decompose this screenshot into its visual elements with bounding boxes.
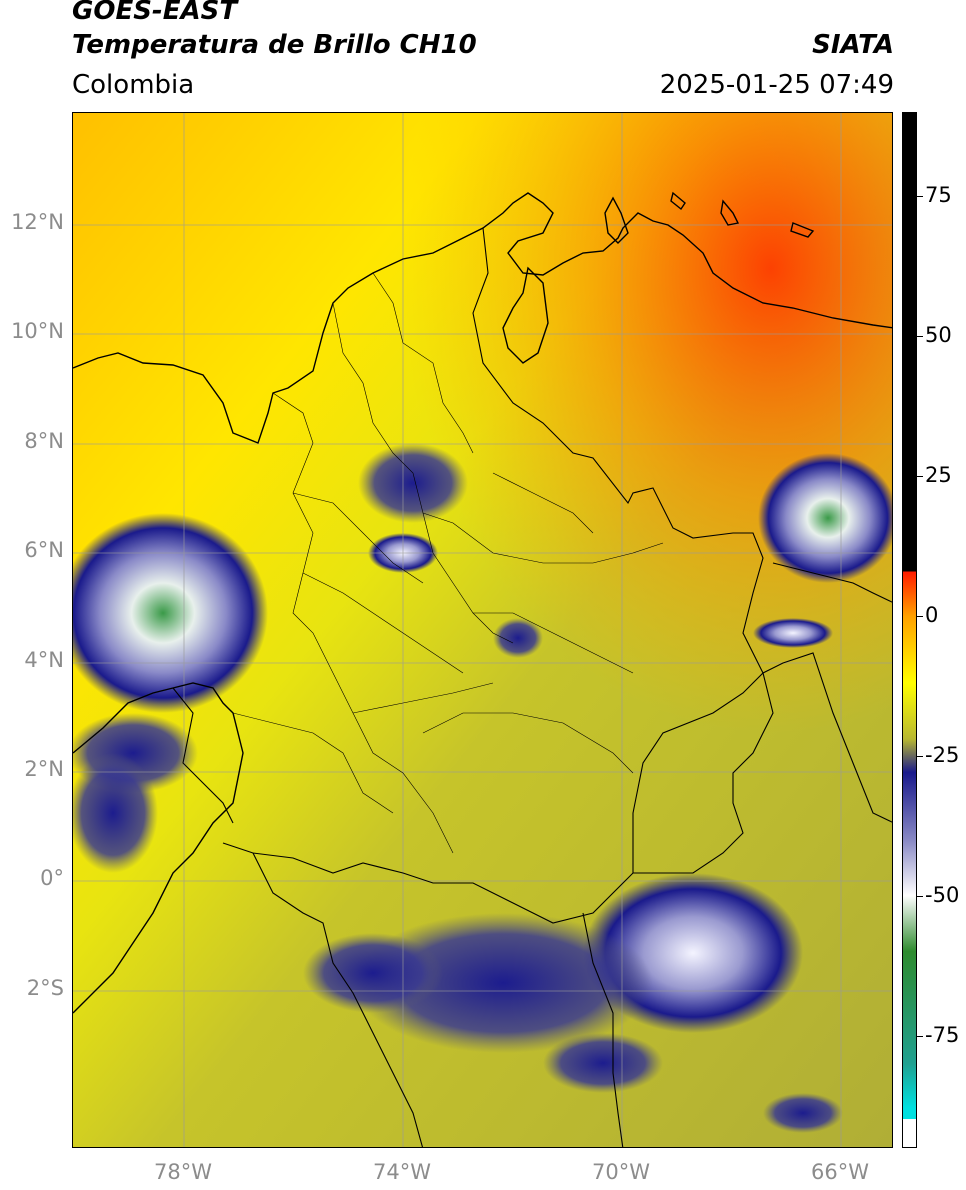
lat-label: 10°N	[11, 319, 64, 343]
cloud-south	[353, 913, 653, 1053]
colombia-border	[222, 227, 774, 924]
dept-border	[422, 512, 664, 564]
lat-label: 12°N	[11, 210, 64, 234]
island	[720, 199, 740, 226]
ecuador-border	[172, 687, 234, 824]
lake-maracaibo	[502, 266, 549, 364]
graticule	[73, 113, 892, 1147]
colorbar	[902, 112, 917, 1148]
lat-label: 6°N	[24, 538, 64, 562]
lon-label: 70°W	[592, 1160, 650, 1184]
dept-border	[422, 712, 634, 774]
colorbar-tick-mark	[917, 196, 923, 197]
cloud-east-small	[753, 618, 833, 648]
colorbar-tick-label: 25	[925, 463, 952, 487]
source-label: SIATA	[812, 30, 894, 60]
island-3	[790, 222, 815, 238]
dept-border	[352, 682, 494, 714]
cloud-north-central	[358, 443, 468, 523]
dept-border	[492, 472, 594, 534]
colorbar-tick-mark	[917, 336, 923, 337]
dept-border	[292, 492, 424, 584]
island-2	[670, 191, 686, 211]
dept-border	[372, 272, 474, 454]
map-canvas	[73, 113, 892, 1147]
lon-label: 66°W	[811, 1160, 869, 1184]
paraguana	[604, 196, 629, 244]
venezuela-guyana-border	[772, 562, 892, 603]
cloud-south-west	[303, 933, 443, 1013]
caribbean-coastline	[73, 192, 892, 444]
cloud-south-2	[543, 1033, 663, 1093]
ecuador-peru-border	[252, 852, 424, 1147]
colorbar-tick-label: 0	[925, 603, 939, 627]
satellite-title: GOES-EAST	[72, 0, 238, 26]
colorbar-tick-label: -25	[925, 743, 960, 767]
timestamp-label: 2025-01-25 07:49	[659, 70, 894, 100]
department-borders	[232, 272, 664, 854]
lat-label: 4°N	[24, 648, 64, 672]
cloud-center	[493, 618, 543, 658]
dept-border	[302, 572, 464, 674]
lon-label: 78°W	[154, 1160, 212, 1184]
colorbar-tick-mark	[917, 756, 923, 757]
brazil-venezuela-border	[632, 652, 892, 873]
colorbar-tick-mark	[917, 476, 923, 477]
lat-label: 0°	[40, 866, 64, 890]
peru-brazil-border	[582, 912, 624, 1147]
dept-border	[272, 392, 454, 854]
cloud-southeast-2	[763, 1093, 843, 1133]
cloud-pacific	[73, 753, 158, 873]
colorbar-tick-label: 75	[925, 183, 952, 207]
lon-label: 74°W	[373, 1160, 431, 1184]
colorbar-tick-label: -50	[925, 883, 960, 907]
brightness-temperature-map[interactable]	[72, 112, 893, 1148]
colorbar-tick-mark	[917, 1036, 923, 1037]
product-title: Temperatura de Brillo CH10	[72, 30, 477, 60]
dept-border	[332, 302, 514, 644]
lat-label: 2°N	[24, 757, 64, 781]
dept-border	[232, 712, 394, 814]
colorbar-tick-label: 50	[925, 323, 952, 347]
region-label: Colombia	[72, 70, 195, 100]
pacific-coastline	[73, 682, 244, 1014]
lat-label: 8°N	[24, 429, 64, 453]
colorbar-tick-label: -75	[925, 1023, 960, 1047]
colorbar-tick-mark	[917, 896, 923, 897]
country-borders	[172, 227, 892, 1147]
lat-label: 2°S	[26, 976, 64, 1000]
coastlines	[73, 191, 892, 1014]
dept-border	[473, 612, 634, 674]
colorbar-tick-mark	[917, 616, 923, 617]
cloud-east	[758, 453, 892, 583]
